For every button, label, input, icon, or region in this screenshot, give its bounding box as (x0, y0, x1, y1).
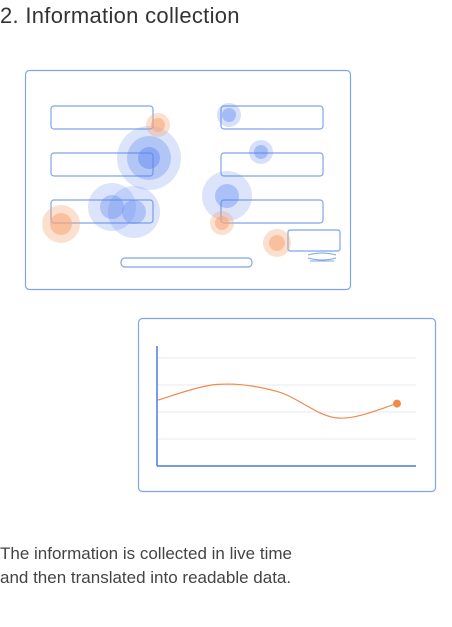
heat-spot-blue (117, 126, 181, 190)
form-frame (24, 69, 352, 291)
chart-frame (137, 317, 437, 493)
section-title: 2. Information collection (0, 3, 240, 28)
series-endpoint-point (393, 399, 401, 408)
form-field-right-2 (220, 152, 324, 177)
heat-spot-blue (108, 186, 160, 238)
form-field-left-2 (50, 152, 154, 177)
pointer-hand-icon (307, 252, 337, 262)
form-field-left-3 (50, 199, 154, 224)
form-field-right-3 (220, 199, 324, 224)
caption-line-2: and then translated into readable data. (0, 568, 292, 587)
form-bottom-bar (120, 257, 253, 268)
series-line (157, 383, 398, 419)
heat-spot-blue (217, 103, 241, 127)
form-field-right-1 (220, 105, 324, 130)
heat-spot-orange (263, 229, 291, 257)
heat-spot-blue (88, 183, 136, 231)
heat-spot-orange (146, 113, 170, 137)
caption-text: The information is collected in live tim… (0, 542, 452, 590)
heatmap-form-illustration (24, 69, 352, 291)
heat-spot-orange (42, 205, 80, 243)
line-chart-panel (137, 317, 437, 493)
heat-spot-blue (202, 171, 252, 221)
heat-spot-blue (249, 140, 273, 164)
form-field-left-1 (50, 105, 154, 130)
form-submit-button (287, 229, 341, 252)
caption-line-1: The information is collected in live tim… (0, 544, 292, 563)
heat-spot-orange (210, 211, 234, 235)
